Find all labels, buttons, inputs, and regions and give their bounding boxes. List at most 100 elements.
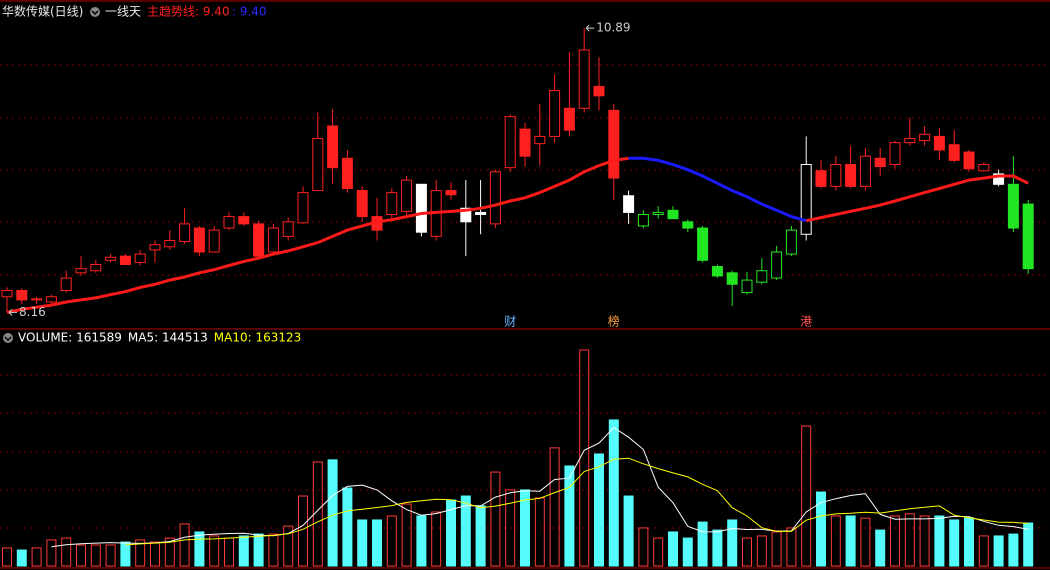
candle-body [356, 190, 368, 218]
volume-bar [386, 515, 397, 567]
candle-body [726, 272, 738, 285]
volume-bar [682, 537, 693, 567]
candle-body [1007, 183, 1019, 229]
volume-bar [164, 537, 175, 567]
volume-bar [520, 489, 530, 567]
annotation-label: 10.89 [596, 21, 630, 35]
candle-body [519, 128, 531, 157]
volume-bar [978, 535, 989, 567]
candle-body [845, 164, 857, 187]
volume-legend: MA5: 144513 [128, 331, 208, 345]
menu-icon[interactable] [3, 333, 13, 343]
ma-line [51, 426, 1029, 548]
candle-body [90, 263, 102, 272]
candle-body [312, 137, 324, 192]
candle-body [223, 216, 235, 229]
candle-body [623, 195, 635, 213]
volume-bar [268, 533, 279, 567]
candle-body [164, 240, 176, 248]
volume-bar [46, 539, 57, 567]
candle-body [756, 270, 768, 283]
volume-bar [253, 533, 264, 567]
candle-body [963, 151, 975, 170]
volume-bar [801, 425, 812, 567]
annotation-label: 8.16 [19, 305, 46, 319]
volume-bar [608, 419, 619, 567]
volume-legend: VOLUME: 161589 [18, 331, 122, 345]
candle-body [667, 209, 679, 220]
trend-legend-down: : 9.40 [232, 5, 267, 19]
stock-name: 华数传媒(日线) [2, 4, 83, 19]
candle-body [401, 179, 413, 212]
volume-bar [875, 529, 886, 567]
volume-bar [756, 535, 767, 567]
volume-bar [105, 544, 116, 567]
volume-bar [964, 517, 974, 567]
volume-bar [283, 525, 294, 567]
candle-body [134, 253, 146, 263]
candle-body [563, 107, 575, 131]
volume-bar [712, 529, 723, 567]
grid [0, 64, 1050, 529]
candle-body [800, 164, 812, 235]
candle-body [445, 190, 457, 196]
candle-body [608, 109, 620, 179]
candle-body [60, 277, 72, 292]
candle-body [282, 221, 294, 237]
annotation-arrow [8, 309, 17, 316]
volume-bar [327, 459, 338, 567]
candle-body [415, 183, 427, 233]
event-marker[interactable]: 港 [800, 315, 812, 329]
volume-bar [623, 495, 634, 567]
event-marker[interactable]: 榜 [608, 314, 620, 329]
volume-legend: MA10: 163123 [214, 331, 302, 345]
volume-bar [1008, 533, 1019, 567]
volume-bar [919, 515, 930, 567]
volume-bar [668, 531, 678, 567]
candle-body [904, 137, 916, 144]
volume-bar [742, 537, 752, 567]
ma-line [125, 457, 1029, 546]
candle-body [45, 296, 57, 303]
volume-bar [860, 517, 871, 567]
volume-bar [61, 537, 72, 567]
volume-bar [904, 513, 915, 567]
volume-bar [786, 527, 797, 567]
trend-legend: 主趋势线: 9.40 [147, 5, 230, 19]
candle-body [105, 256, 117, 261]
candle-body [948, 144, 960, 161]
candle-body [771, 251, 783, 279]
candle-body [386, 192, 398, 216]
indicator-name: 一线天 [105, 5, 141, 19]
menu-icon-arrow [91, 10, 99, 16]
volume-bar [830, 515, 841, 567]
volume-bar [594, 453, 604, 567]
candle-body [1022, 203, 1034, 270]
candle-body [993, 173, 1005, 185]
volume-bar [564, 465, 575, 567]
candle-body [874, 157, 886, 168]
volume-bar [342, 487, 353, 567]
volume-bar [194, 531, 205, 567]
candle-body [179, 223, 191, 243]
volume-bar [816, 491, 826, 567]
volume-bar [135, 539, 146, 567]
volume-bar [697, 521, 708, 567]
trend-line [628, 156, 807, 223]
volume-bar [2, 547, 12, 567]
candle-body [549, 90, 561, 137]
volume-bar [120, 541, 131, 567]
volume-bar [416, 515, 427, 567]
volume-bar [460, 495, 471, 567]
volume-bar [179, 523, 190, 567]
volume-bar [934, 515, 945, 567]
candle-body [253, 223, 265, 257]
volume-bar [490, 471, 501, 567]
menu-icon[interactable] [90, 7, 100, 17]
candle-body [593, 85, 605, 97]
volume-bar [357, 519, 368, 567]
candle-body [830, 164, 842, 187]
event-marker[interactable]: 财 [504, 315, 516, 329]
candle-body [933, 135, 945, 151]
